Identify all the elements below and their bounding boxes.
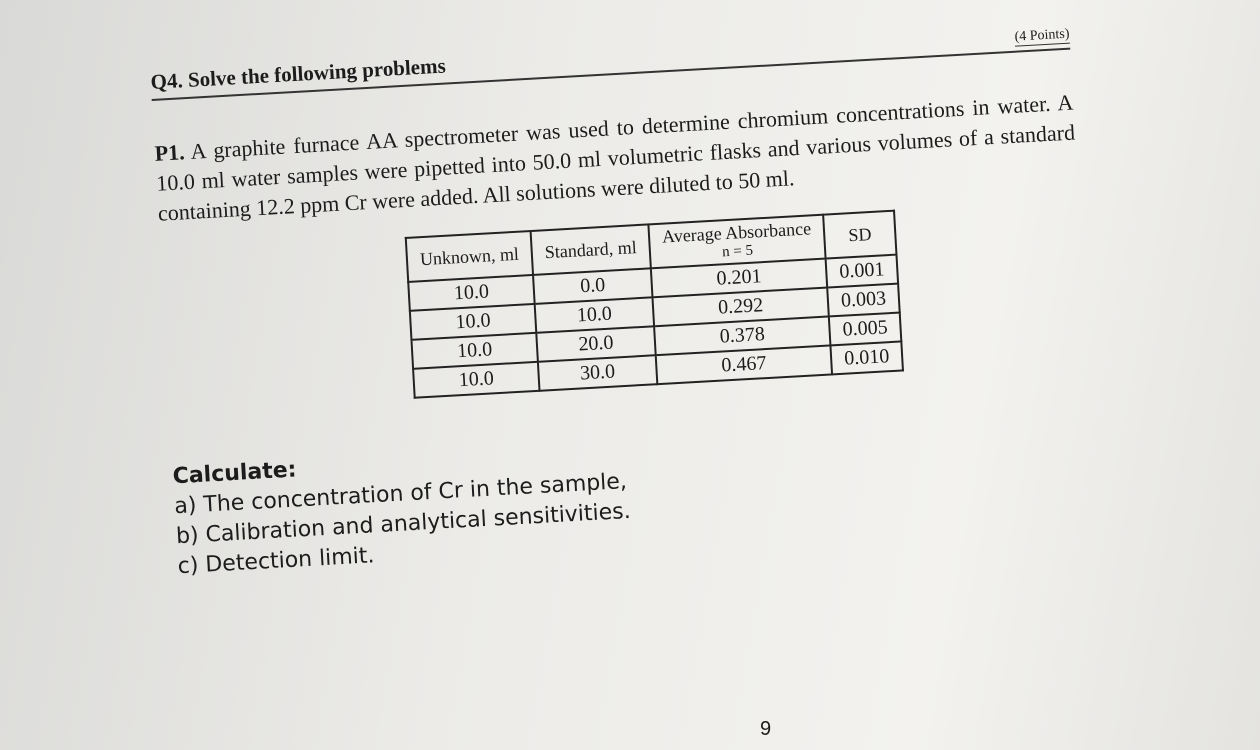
problem-text: A graphite furnace AA spectrometer was u… [155,89,1076,226]
table-cell: 10.0 [413,361,540,398]
col-header: SD [823,210,897,259]
data-table: Unknown, ml Standard, ml Average Absorba… [405,210,904,399]
problem: P1. A graphite furnace AA spectrometer wa… [154,88,1078,229]
table-cell: 0.010 [830,341,904,375]
col-header: Standard, ml [530,224,651,275]
table-cell: 0.003 [827,283,900,317]
problem-label: P1. [153,139,186,166]
question-title: Q4. Solve the following problems [150,53,447,94]
page-number: 9 [760,718,772,740]
table-cell: 30.0 [537,355,658,391]
header: Q4. Solve the following problems (4 Poin… [150,18,1071,101]
points: (4 Points) [1014,26,1070,47]
table-cell: 0.005 [828,312,902,346]
table-cell: 0.001 [825,254,899,288]
calculate: Calculate: a) The concentration of Cr in… [172,411,1097,582]
col-header: Unknown, ml [405,231,534,282]
sheet: Q4. Solve the following problems (4 Poin… [150,18,1097,583]
